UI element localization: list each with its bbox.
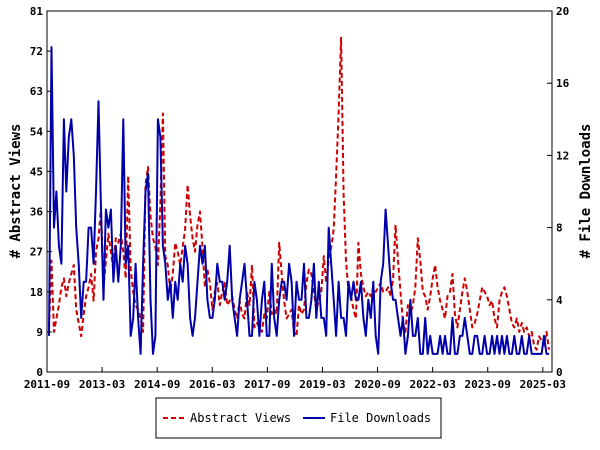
left-tick-label: 72	[30, 45, 43, 58]
x-tick-label: 2020-09	[354, 378, 400, 391]
legend-box	[155, 397, 442, 439]
x-axis: 2011-09 2013-03 2014-09 2016-03 2017-09 2019-…	[24, 367, 566, 391]
x-tick-label: 2017-09	[244, 378, 290, 391]
legend: Abstract Views File Downloads	[155, 397, 442, 439]
x-tick-label: 2013-03	[79, 378, 125, 391]
left-tick-label: 27	[30, 246, 43, 259]
plot-area-frame	[46, 10, 553, 373]
left-tick-label: 54	[30, 125, 44, 138]
right-tick-label: 4	[556, 294, 563, 307]
x-tick-label: 2019-03	[299, 378, 345, 391]
left-tick-label: 63	[30, 85, 43, 98]
right-tick-label: 16	[556, 77, 570, 90]
series-layer	[48, 36, 550, 355]
left-tick-label: 0	[36, 366, 43, 379]
right-tick-label: 8	[556, 222, 563, 235]
right-tick-label: 12	[556, 149, 569, 162]
left-tick-label: 36	[30, 206, 44, 219]
left-axis: 0 9 18 27 36 45 54 63 72 81	[30, 5, 52, 379]
legend-label-file-downloads: File Downloads	[330, 411, 431, 425]
left-tick-label: 45	[30, 165, 43, 178]
legend-label-abstract-views: Abstract Views	[190, 411, 291, 425]
series-line-abstract-views	[48, 36, 550, 351]
left-tick-label: 9	[36, 326, 43, 339]
left-axis-title: # Abstract Views	[8, 124, 24, 259]
right-tick-label: 20	[556, 5, 569, 18]
x-tick-label: 2014-09	[134, 378, 180, 391]
x-tick-label: 2023-09	[465, 378, 511, 391]
left-tick-label: 81	[30, 5, 44, 18]
left-tick-label: 18	[30, 286, 43, 299]
plot-area-background	[47, 11, 552, 372]
right-tick-label: 0	[556, 366, 563, 379]
right-axis-title: # File Downloads	[578, 124, 594, 259]
x-tick-label: 2025-03	[520, 378, 566, 391]
right-axis: 0 4 8 12 16 20	[547, 5, 570, 379]
x-tick-label: 2022-03	[409, 378, 455, 391]
series-line-file-downloads	[48, 46, 549, 355]
x-tick-label: 2011-09	[24, 378, 70, 391]
x-tick-label: 2016-03	[189, 378, 235, 391]
